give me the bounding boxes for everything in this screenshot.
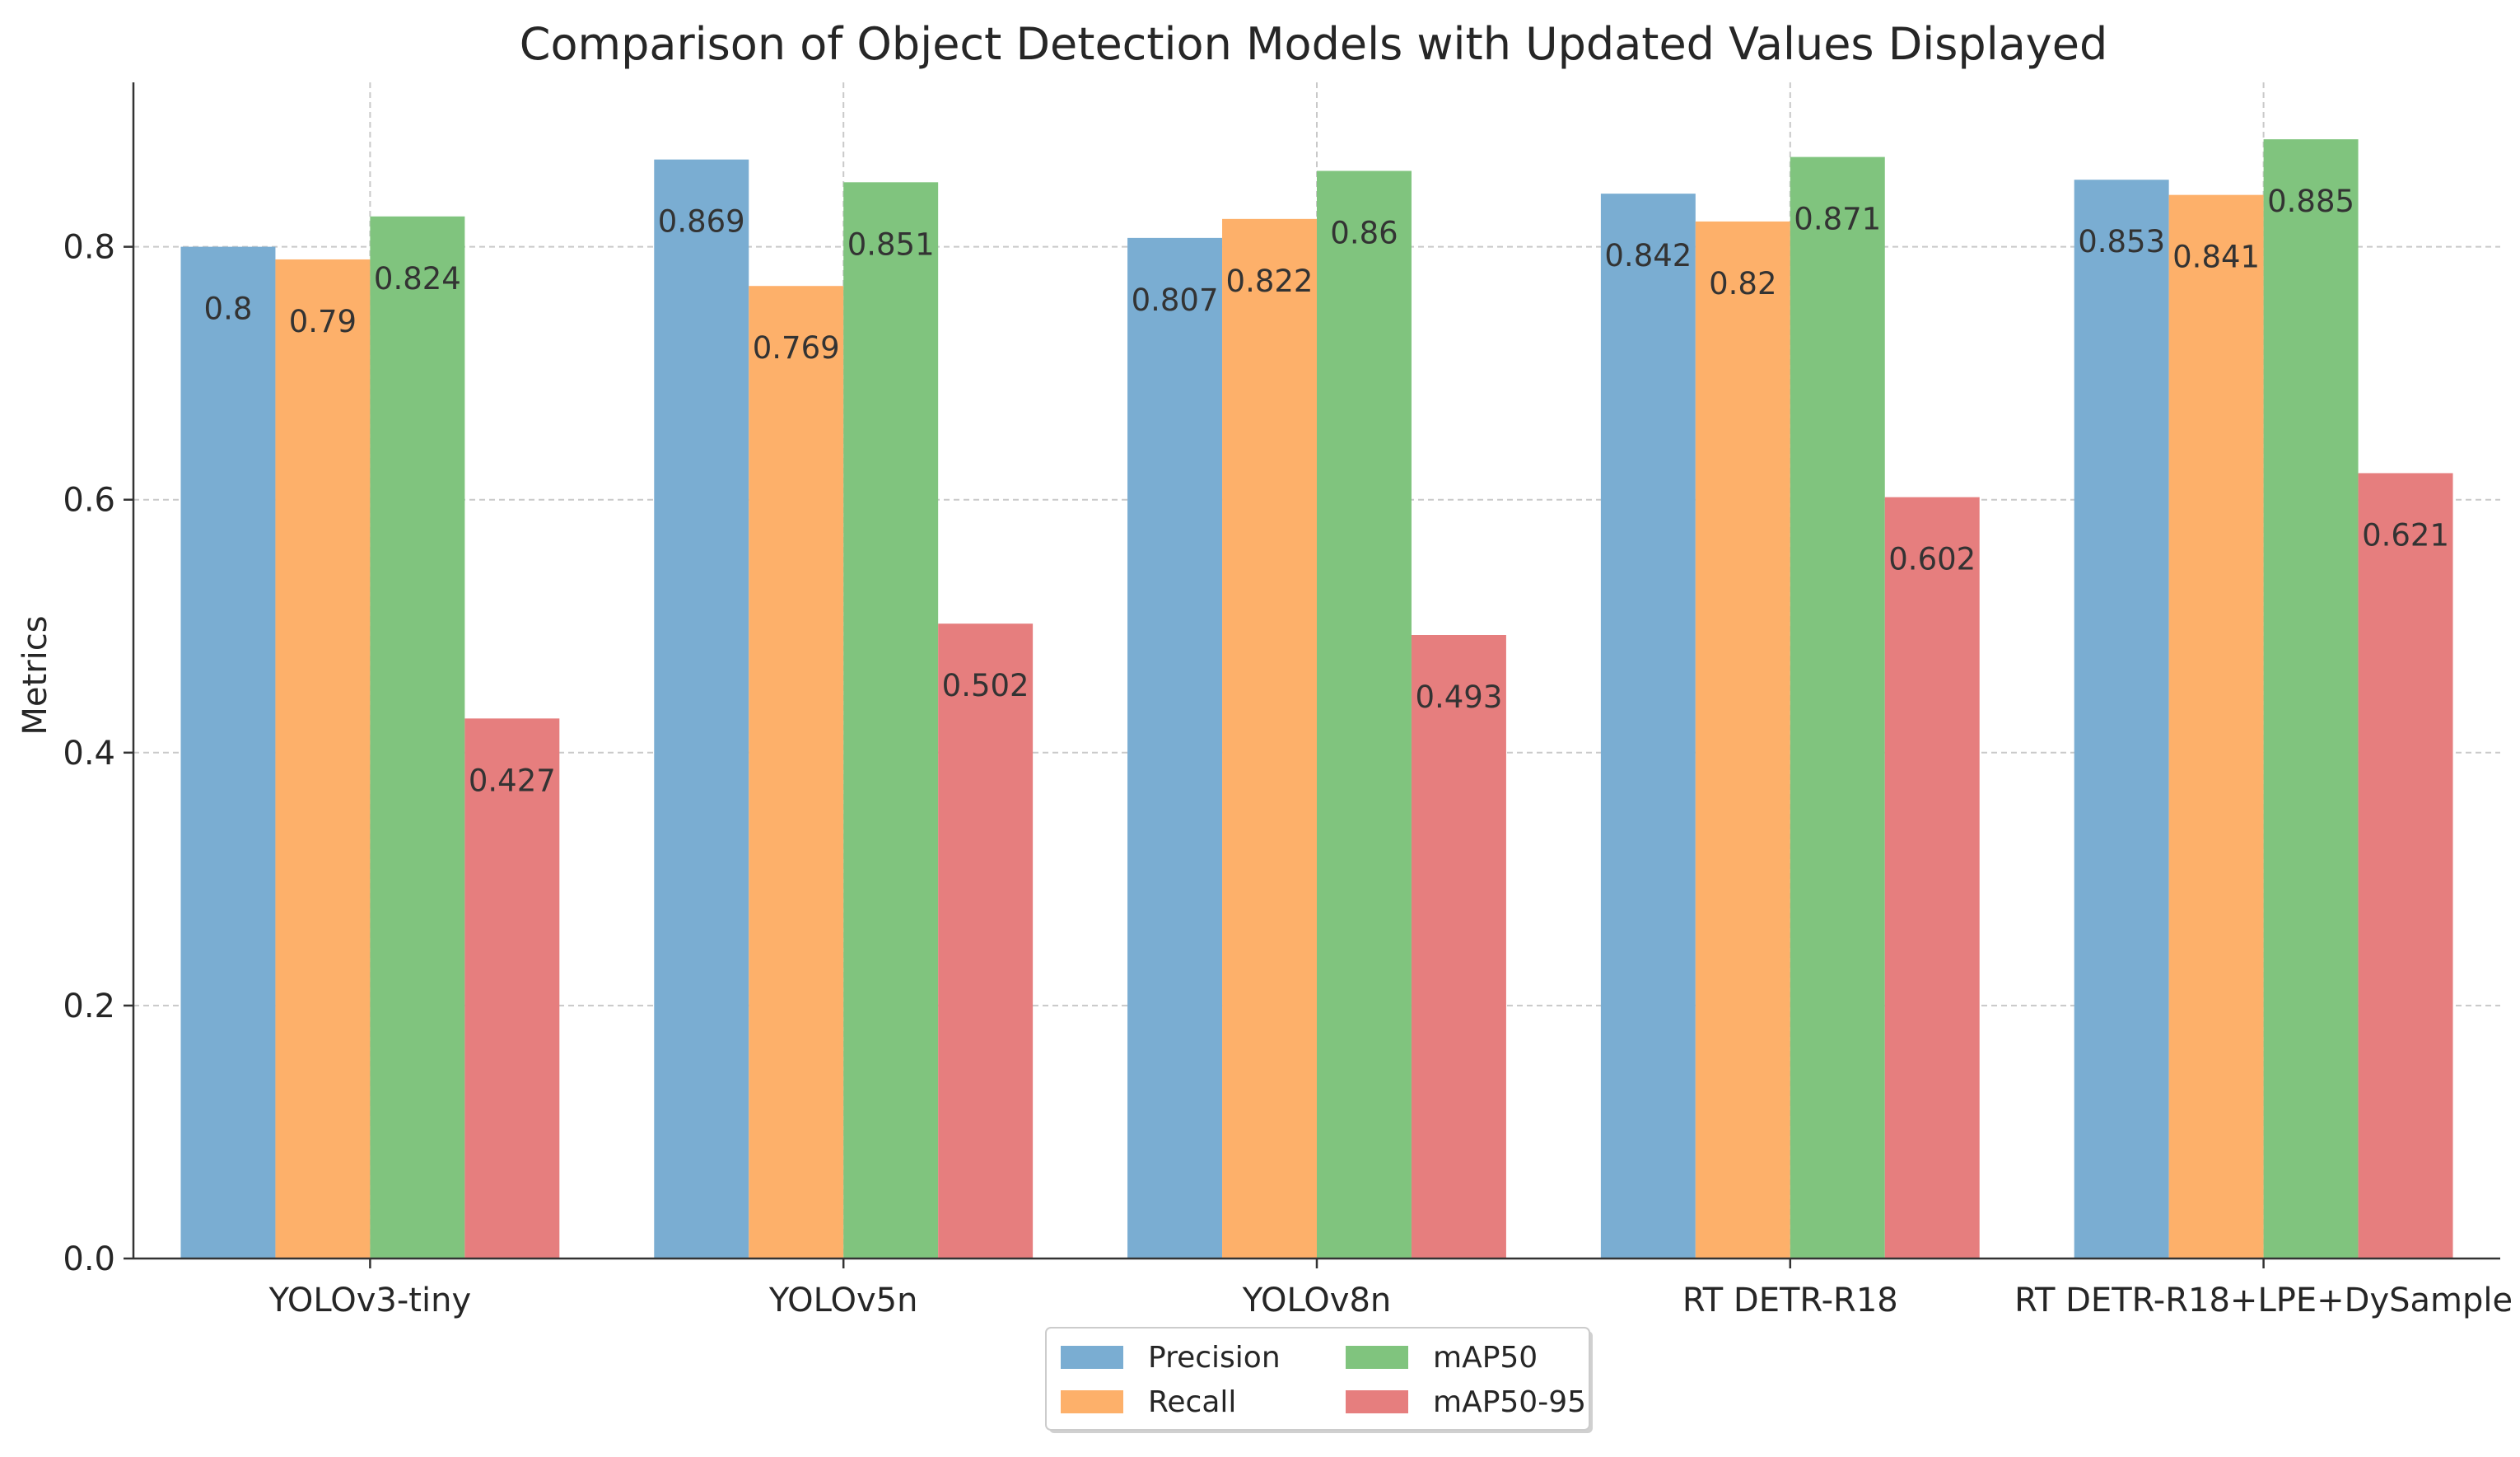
bar-recall bbox=[275, 259, 371, 1259]
data-labels: 0.8 0.869 0.807 0.842 0.853 0.79 0.769 0.822 0.8… bbox=[204, 184, 2449, 798]
x-tick-label: YOLOv8n bbox=[1242, 1282, 1392, 1319]
legend-swatch-precision bbox=[1061, 1346, 1123, 1369]
bar-value-label: 0.8 bbox=[204, 292, 253, 327]
bar-value-label: 0.885 bbox=[2267, 184, 2354, 219]
bar-value-label: 0.502 bbox=[942, 668, 1029, 703]
y-tick-label: 0.0 bbox=[63, 1240, 115, 1278]
legend-swatch-map50 bbox=[1346, 1346, 1408, 1369]
x-tick-label: YOLOv5n bbox=[768, 1282, 918, 1319]
tick-labels: 0.0 0.2 0.4 0.6 0.8 YOLOv3-tiny YOLOv5n YOLOv8n… bbox=[63, 229, 2513, 1319]
bar-map50 bbox=[2263, 139, 2359, 1259]
bar-recall bbox=[749, 286, 844, 1259]
bar-value-label: 0.822 bbox=[1226, 264, 1314, 299]
x-tick-label: YOLOv3-tiny bbox=[268, 1282, 471, 1319]
bar-recall bbox=[2168, 194, 2264, 1259]
bar-precision bbox=[2074, 180, 2169, 1259]
bar-map50 bbox=[370, 216, 465, 1259]
bar-map50 bbox=[1317, 170, 1412, 1259]
bar-value-label: 0.86 bbox=[1330, 215, 1398, 250]
bar-recall bbox=[1695, 221, 1790, 1259]
bar-value-label: 0.853 bbox=[2078, 224, 2165, 259]
y-tick-label: 0.8 bbox=[63, 229, 115, 267]
bar-map50-95 bbox=[1884, 497, 1980, 1259]
y-tick-label: 0.4 bbox=[63, 735, 115, 773]
bar-map50-95 bbox=[464, 718, 560, 1259]
y-tick-label: 0.2 bbox=[63, 988, 115, 1025]
x-tick-label: RT DETR-R18 bbox=[1682, 1282, 1898, 1319]
bar-value-label: 0.79 bbox=[289, 304, 357, 339]
bar-value-label: 0.427 bbox=[469, 763, 556, 798]
bar-value-label: 0.851 bbox=[847, 226, 935, 262]
legend-swatch-recall bbox=[1061, 1390, 1123, 1413]
bar-value-label: 0.871 bbox=[1794, 202, 1881, 237]
y-tick-label: 0.6 bbox=[63, 482, 115, 520]
bar-value-label: 0.602 bbox=[1888, 542, 1976, 577]
bar-precision bbox=[1127, 237, 1223, 1259]
bar-value-label: 0.493 bbox=[1415, 679, 1502, 715]
bar-map50-95 bbox=[938, 623, 1034, 1259]
bar-precision bbox=[180, 246, 276, 1259]
bar-value-label: 0.82 bbox=[1709, 266, 1776, 301]
bar-value-label: 0.769 bbox=[753, 330, 840, 366]
bars bbox=[180, 139, 2453, 1259]
bar-recall bbox=[1222, 218, 1317, 1259]
legend: Precision Recall mAP50 mAP50-95 bbox=[1045, 1327, 1593, 1433]
bar-value-label: 0.841 bbox=[2172, 240, 2260, 275]
legend-swatch-map50-95 bbox=[1346, 1390, 1408, 1413]
axes bbox=[124, 82, 2500, 1268]
bar-map50-95 bbox=[1411, 635, 1506, 1259]
legend-box bbox=[1045, 1327, 1590, 1431]
bar-value-label: 0.807 bbox=[1132, 283, 1219, 318]
y-axis-label: Metrics bbox=[16, 615, 54, 735]
bar-value-label: 0.621 bbox=[2362, 517, 2449, 553]
legend-label: Recall bbox=[1148, 1385, 1236, 1419]
legend-label: mAP50 bbox=[1433, 1341, 1538, 1375]
bar-value-label: 0.842 bbox=[1604, 238, 1692, 273]
x-tick-label: RT DETR-R18+LPE+DySample bbox=[2014, 1282, 2513, 1319]
chart-title: Comparison of Object Detection Models wi… bbox=[520, 18, 2108, 70]
bar-map50-95 bbox=[2358, 473, 2453, 1259]
bar-map50 bbox=[843, 182, 939, 1259]
bar-precision bbox=[654, 159, 749, 1259]
legend-label: Precision bbox=[1148, 1341, 1281, 1375]
bar-map50 bbox=[1790, 156, 1885, 1259]
bar-precision bbox=[1600, 194, 1696, 1259]
legend-label: mAP50-95 bbox=[1433, 1385, 1586, 1419]
bar-value-label: 0.824 bbox=[374, 261, 461, 297]
bar-value-label: 0.869 bbox=[658, 204, 745, 240]
